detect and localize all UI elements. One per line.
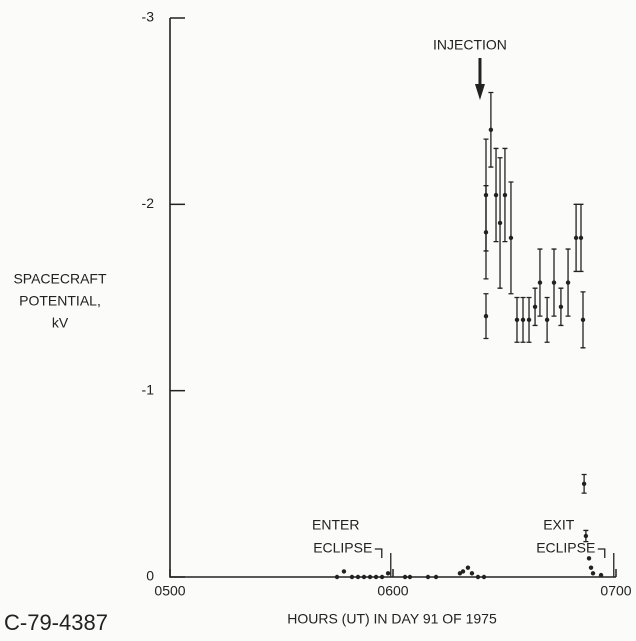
data-point — [532, 304, 538, 310]
data-point — [361, 574, 367, 580]
y-tick-label: 0 — [146, 568, 154, 584]
arrowhead — [474, 84, 485, 100]
data-point — [588, 565, 594, 570]
data-point — [402, 574, 408, 580]
y-axis-label: kV — [52, 315, 69, 331]
x-tick-label: 0700 — [600, 583, 631, 599]
data-point — [483, 313, 489, 319]
annotation: ECLIPSE — [536, 540, 595, 556]
y-axis-label: SPACECRAFT — [13, 271, 107, 287]
data-point — [334, 574, 340, 580]
data-point — [598, 572, 604, 578]
data-point — [460, 569, 466, 574]
data-point — [578, 235, 584, 241]
data-point — [385, 571, 391, 576]
annotation: ECLIPSE — [313, 540, 372, 556]
y-tick-label: -1 — [142, 381, 155, 397]
y-tick-label: -2 — [142, 195, 155, 211]
annotation: EXIT — [543, 517, 575, 533]
data-point — [433, 574, 439, 580]
data-point — [475, 574, 481, 580]
figure-id: C-79-4387 — [4, 610, 108, 635]
y-tick-label: -3 — [142, 9, 155, 25]
data-point — [565, 280, 571, 285]
data-point — [483, 192, 489, 198]
data-point — [379, 574, 385, 580]
data-point — [586, 556, 592, 561]
data-point — [493, 192, 499, 198]
data-point — [551, 280, 557, 285]
x-tick-label: 0600 — [377, 583, 408, 599]
data-point — [514, 317, 520, 323]
x-tick-label: 0500 — [154, 583, 185, 599]
eclipse-marker — [597, 548, 615, 577]
data-point — [508, 235, 514, 241]
eclipse-marker — [374, 548, 392, 577]
data-point — [481, 574, 487, 580]
data-point — [407, 574, 413, 580]
data-point — [544, 317, 550, 323]
data-point — [425, 574, 431, 580]
data-point — [573, 235, 579, 241]
data-point — [349, 574, 355, 580]
data-point — [502, 192, 508, 198]
data-point — [341, 569, 347, 574]
data-point — [526, 317, 532, 323]
annotation: INJECTION — [433, 37, 507, 53]
data-point — [580, 317, 586, 323]
data-point — [537, 280, 543, 285]
y-axis-label: POTENTIAL, — [19, 293, 101, 309]
annotation: ENTER — [312, 517, 359, 533]
data-point — [488, 127, 494, 132]
data-point — [558, 304, 564, 310]
data-point — [373, 574, 379, 580]
data-point — [355, 574, 361, 580]
data-point — [497, 220, 503, 226]
x-axis-label: HOURS (UT) IN DAY 91 OF 1975 — [287, 611, 497, 627]
data-point — [590, 571, 596, 576]
data-point — [520, 317, 526, 323]
data-point — [581, 481, 587, 487]
data-point — [465, 565, 471, 570]
data-point — [469, 571, 475, 576]
data-point — [583, 533, 589, 539]
data-point — [367, 574, 373, 580]
